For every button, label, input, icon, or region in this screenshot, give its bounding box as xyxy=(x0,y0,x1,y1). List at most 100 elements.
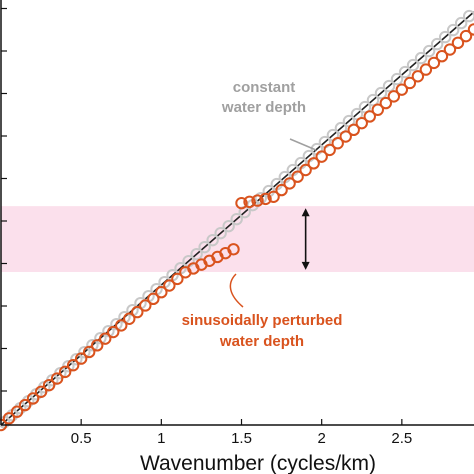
data-point xyxy=(2,412,16,425)
x-tick-label: 2.5 xyxy=(391,430,412,447)
data-point xyxy=(422,44,436,58)
data-point xyxy=(398,65,412,79)
data-point xyxy=(462,9,474,23)
data-point xyxy=(78,345,91,359)
data-point xyxy=(358,100,372,114)
annotation-constant-line2: water depth xyxy=(221,99,306,116)
y-ticks xyxy=(1,7,7,392)
data-point xyxy=(155,285,168,299)
axes: 0.5 1 1.5 2 2.5 xyxy=(0,0,474,447)
data-point xyxy=(419,63,433,76)
data-point xyxy=(82,345,96,359)
data-point xyxy=(430,37,444,51)
annotation-constant: constant water depth xyxy=(221,79,317,151)
data-point xyxy=(34,385,48,398)
data-point xyxy=(275,183,288,197)
annotation-constant-line1: constant xyxy=(233,79,296,96)
data-point xyxy=(446,23,460,37)
data-point xyxy=(403,76,417,90)
data-point xyxy=(110,317,123,331)
data-point xyxy=(139,299,152,312)
data-point xyxy=(70,352,83,366)
annotation-perturbed-line2: water depth xyxy=(219,333,304,350)
plot-band xyxy=(1,206,474,272)
data-point xyxy=(198,240,211,254)
data-point xyxy=(438,30,452,44)
data-point xyxy=(427,56,441,70)
data-point xyxy=(259,192,272,206)
data-point xyxy=(459,29,473,43)
data-point xyxy=(222,219,235,233)
data-point xyxy=(374,86,388,100)
data-point xyxy=(371,103,384,116)
data-point xyxy=(251,194,264,207)
data-point xyxy=(214,226,227,240)
data-point xyxy=(66,359,80,372)
data-point xyxy=(387,90,401,103)
data-point xyxy=(323,143,336,157)
x-tick-label: 2 xyxy=(318,430,326,447)
data-point xyxy=(443,43,457,56)
annotation-perturbed-line1: sinusoidally perturbed xyxy=(182,312,343,329)
data-point xyxy=(86,338,99,352)
data-point xyxy=(131,305,144,319)
data-point xyxy=(390,72,404,86)
data-point xyxy=(206,233,219,247)
data-point xyxy=(10,405,24,418)
x-tick-label: 1 xyxy=(157,430,165,447)
series-layer xyxy=(0,9,474,432)
data-point xyxy=(171,272,184,286)
x-tick-label: 1.5 xyxy=(231,430,252,447)
data-point xyxy=(395,83,409,96)
data-point xyxy=(74,352,88,365)
data-point xyxy=(18,398,32,412)
series-2 xyxy=(0,243,240,432)
data-point xyxy=(58,365,72,379)
data-point xyxy=(107,325,120,339)
data-point xyxy=(190,247,203,261)
data-point xyxy=(411,70,425,83)
data-point xyxy=(467,23,474,36)
annotation-perturbed: sinusoidally perturbed water depth xyxy=(182,273,343,350)
data-point xyxy=(283,177,296,190)
data-point xyxy=(379,96,393,110)
data-point xyxy=(163,279,176,292)
data-point xyxy=(26,392,40,405)
data-point xyxy=(147,292,160,306)
data-point xyxy=(94,331,107,345)
data-point xyxy=(331,137,344,150)
data-point xyxy=(299,163,312,177)
data-point xyxy=(267,190,280,203)
data-point xyxy=(454,16,468,30)
data-point xyxy=(42,378,56,392)
data-point xyxy=(50,372,64,385)
data-point xyxy=(102,324,115,338)
annotation-constant-leader xyxy=(289,138,317,151)
data-point xyxy=(435,50,449,63)
data-point xyxy=(243,195,256,209)
data-point xyxy=(115,319,128,332)
data-point xyxy=(451,36,465,50)
band-arrow xyxy=(301,208,310,270)
data-point xyxy=(347,123,360,137)
data-point xyxy=(291,170,304,183)
series-1 xyxy=(0,9,474,429)
x-ticks: 0.5 1 1.5 2 2.5 xyxy=(71,419,412,447)
data-point xyxy=(91,339,104,352)
x-tick-label: 0.5 xyxy=(71,430,92,447)
data-point xyxy=(382,79,396,93)
data-point xyxy=(406,58,420,72)
data-point xyxy=(363,110,376,123)
data-point xyxy=(355,116,368,130)
arrow-head-down xyxy=(301,261,310,270)
data-point xyxy=(339,130,352,143)
data-point xyxy=(307,157,320,170)
data-point xyxy=(414,51,428,65)
data-point xyxy=(230,212,243,226)
data-point xyxy=(123,312,136,325)
data-point xyxy=(366,93,380,107)
x-axis-label: Wavenumber (cycles/km) xyxy=(140,452,376,474)
data-point xyxy=(227,243,240,256)
arrow-head-up xyxy=(301,208,310,217)
